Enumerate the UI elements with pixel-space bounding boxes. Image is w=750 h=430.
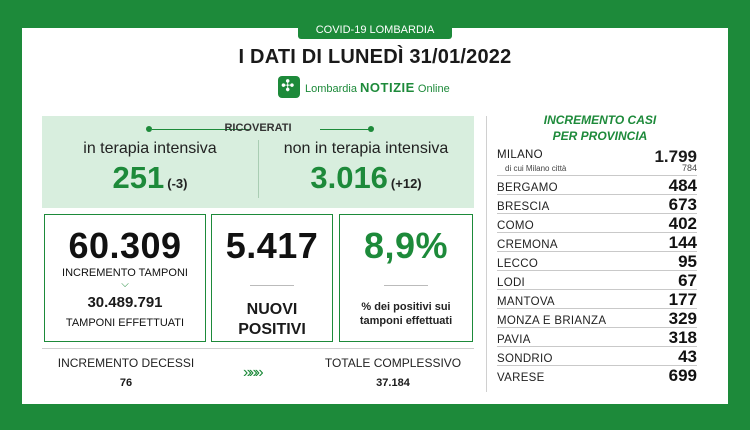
list-item: SONDRIO 43 [497,347,697,366]
dot-icon [368,126,374,132]
milano-city-value: 784 [681,163,697,173]
box-separator [384,285,428,286]
positive-rate-value: 8,9% [363,225,449,266]
province-name: SONDRIO [497,353,553,365]
tamponi-total-label: TAMPONI EFFETTUATI [65,317,185,329]
province-value: 329 [668,309,697,328]
non-icu-label: non in terapia intensiva [283,140,449,157]
province-value: 484 [668,176,697,195]
divider-line [152,129,250,130]
province-title-line2: PER PROVINCIA [552,129,648,143]
box-separator [250,285,294,286]
province-value: 1.799 [654,147,697,166]
chevron-down-icon: ⌵ [121,279,129,290]
province-name: MILANO [497,149,543,161]
logo-brand: Lombardia [305,82,357,95]
province-name: CREMONA [497,239,558,251]
divider-line [320,129,370,130]
tamponi-increment-label: INCREMENTO TAMPONI [62,267,188,279]
covid-tag: COVID-19 LOMBARDIA [298,22,452,39]
province-list: MILANO 1.799 di cui Milano città 784 BER… [497,147,697,385]
province-value: 402 [668,214,697,233]
province-row-milano: MILANO 1.799 di cui Milano città 784 [497,147,697,176]
milano-city-label: di cui Milano città [505,164,567,173]
new-positives-value: 5.417 [225,225,319,266]
page-title: I DATI DI LUNEDÌ 31/01/2022 [238,46,512,68]
ricoverati-title: RICOVERATI [224,122,292,134]
list-item: VARESE 699 [497,366,697,385]
province-name: VARESE [497,372,545,384]
province-value: 43 [678,347,697,366]
province-name: COMO [497,220,534,232]
province-value: 177 [668,290,697,309]
province-name: LECCO [497,258,539,270]
list-item: PAVIA 318 [497,328,697,347]
row-divider [42,348,474,349]
icu-label: in terapia intensiva [83,140,217,157]
province-name: PAVIA [497,334,531,346]
positive-rate-label-1: % dei positivi sui [361,301,451,313]
province-name: MANTOVA [497,296,555,308]
icu-value: 251 [112,160,165,195]
province-value: 144 [668,233,697,252]
province-value: 673 [668,195,697,214]
tamponi-total-value: 30.489.791 [87,294,163,311]
logo-notizie: NOTIZIE [360,79,415,95]
list-item: BRESCIA 673 [497,195,697,214]
list-item: LODI 67 [497,271,697,290]
column-divider [258,140,259,198]
province-title: INCREMENTO CASI PER PROVINCIA [500,112,700,144]
list-item: COMO 402 [497,214,697,233]
ricoverati-panel: RICOVERATI in terapia intensiva 251 (-3) … [42,116,474,208]
dot-icon [146,126,152,132]
province-value: 318 [668,328,697,347]
tamponi-increment-value: 60.309 [68,225,182,266]
logo-text: Lombardia NOTIZIE Online [305,80,450,95]
lombardia-cross-icon [278,76,300,98]
deaths-total-value: 37.184 [376,377,410,389]
lombardia-notizie-logo: Lombardia NOTIZIE Online [278,76,450,98]
province-name: BRESCIA [497,201,550,213]
tamponi-box: 60.309 INCREMENTO TAMPONI ⌵ 30.489.791 T… [44,214,206,342]
icu-delta: (-3) [167,176,188,191]
province-name: MONZA E BRIANZA [497,315,607,327]
non-icu-value: 3.016 [310,160,388,195]
deaths-increment-label: INCREMENTO DECESSI [57,356,195,370]
positivi-box: 5.417 NUOVI POSITIVI [211,214,333,342]
list-item: CREMONA 144 [497,233,697,252]
panel-divider [486,116,487,392]
province-value: 699 [668,366,697,385]
new-positives-label-1: NUOVI [246,301,298,318]
list-item: BERGAMO 484 [497,176,697,195]
icu-stat: in terapia intensiva 251 (-3) [42,140,258,196]
deaths-total-label: TOTALE COMPLESSIVO [324,356,462,370]
logo-online: Online [417,82,450,95]
new-positives-label-2: POSITIVI [238,321,306,338]
province-name: LODI [497,277,526,289]
list-item: MANTOVA 177 [497,290,697,309]
deaths-increment-value: 76 [119,377,133,389]
arrows-icon: »»» [243,364,264,381]
positive-rate-label-2: tamponi effettuati [359,315,453,327]
province-value: 67 [678,271,697,290]
list-item: LECCO 95 [497,252,697,271]
non-icu-stat: non in terapia intensiva 3.016 (+12) [258,140,474,196]
list-item: MONZA E BRIANZA 329 [497,309,697,328]
province-name: BERGAMO [497,182,558,194]
percentage-box: 8,9% % dei positivi sui tamponi effettua… [339,214,473,342]
province-value: 95 [678,252,697,271]
non-icu-delta: (+12) [390,176,422,191]
province-title-line1: INCREMENTO CASI [543,113,657,127]
